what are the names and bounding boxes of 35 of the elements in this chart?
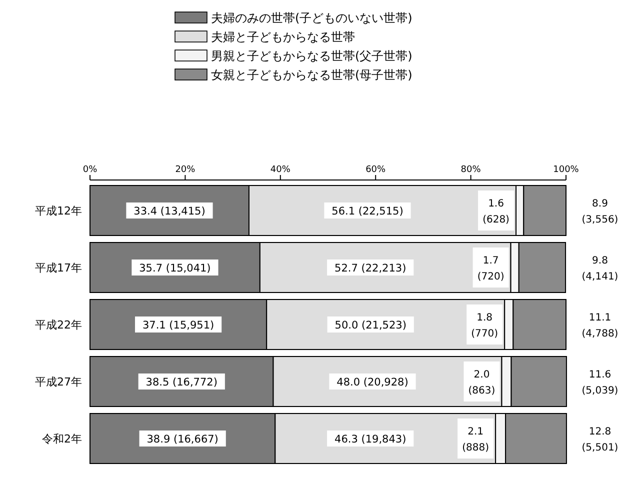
data-label: 8.9 (3,556) [582,198,618,226]
data-label: 46.3 (19,843) [334,434,406,446]
data-label: 35.7 (15,041) [139,262,211,274]
x-tick-label: 60% [366,165,386,175]
y-tick-label: 平成17年 [35,262,82,274]
legend-label: 男親と子どもからなる世帯(父子世帯) [211,49,412,63]
legend-label: 夫婦と子どもからなる世帯 [211,30,355,44]
y-tick-label: 平成27年 [35,376,82,388]
data-label: 38.5 (16,772) [146,376,218,388]
data-label: 11.1 (4,788) [582,312,618,340]
data-label: 56.1 (22,515) [332,206,404,218]
y-tick-label: 平成12年 [35,204,82,218]
data-label: 33.4 (13,415) [134,206,206,218]
legend-label: 夫婦のみの世帯(子どものいない世帯) [211,11,412,25]
y-tick-label: 令和2年 [42,432,82,446]
data-label: 2.1 (888) [462,426,490,454]
data-label: 37.1 (15,951) [142,320,214,332]
data-label: 12.8 (5,501) [582,426,618,454]
data-label: 38.9 (16,667) [146,434,218,446]
data-label: 2.0 (863) [468,370,496,396]
x-tick-label: 0% [82,165,98,175]
legend-label: 女親と子どもからなる世帯(母子世帯) [211,68,412,82]
data-label: 1.7 (720) [477,256,504,282]
x-tick-label: 20% [175,165,196,175]
x-tick-label: 40% [270,165,291,175]
data-label: 9.8 (4,141) [582,256,618,282]
data-label: 50.0 (21,523) [334,320,406,332]
data-label: 1.8 (770) [471,312,498,340]
y-tick-label: 平成22年 [35,318,82,332]
data-label: 1.6 (628) [482,198,510,226]
x-tick-label: 80% [460,165,482,175]
data-label: 48.0 (20,928) [336,376,408,388]
x-tick-label: 100% [553,165,580,175]
data-label: 52.7 (22,213) [334,262,406,274]
data-label: 11.6 (5,039) [582,370,618,396]
